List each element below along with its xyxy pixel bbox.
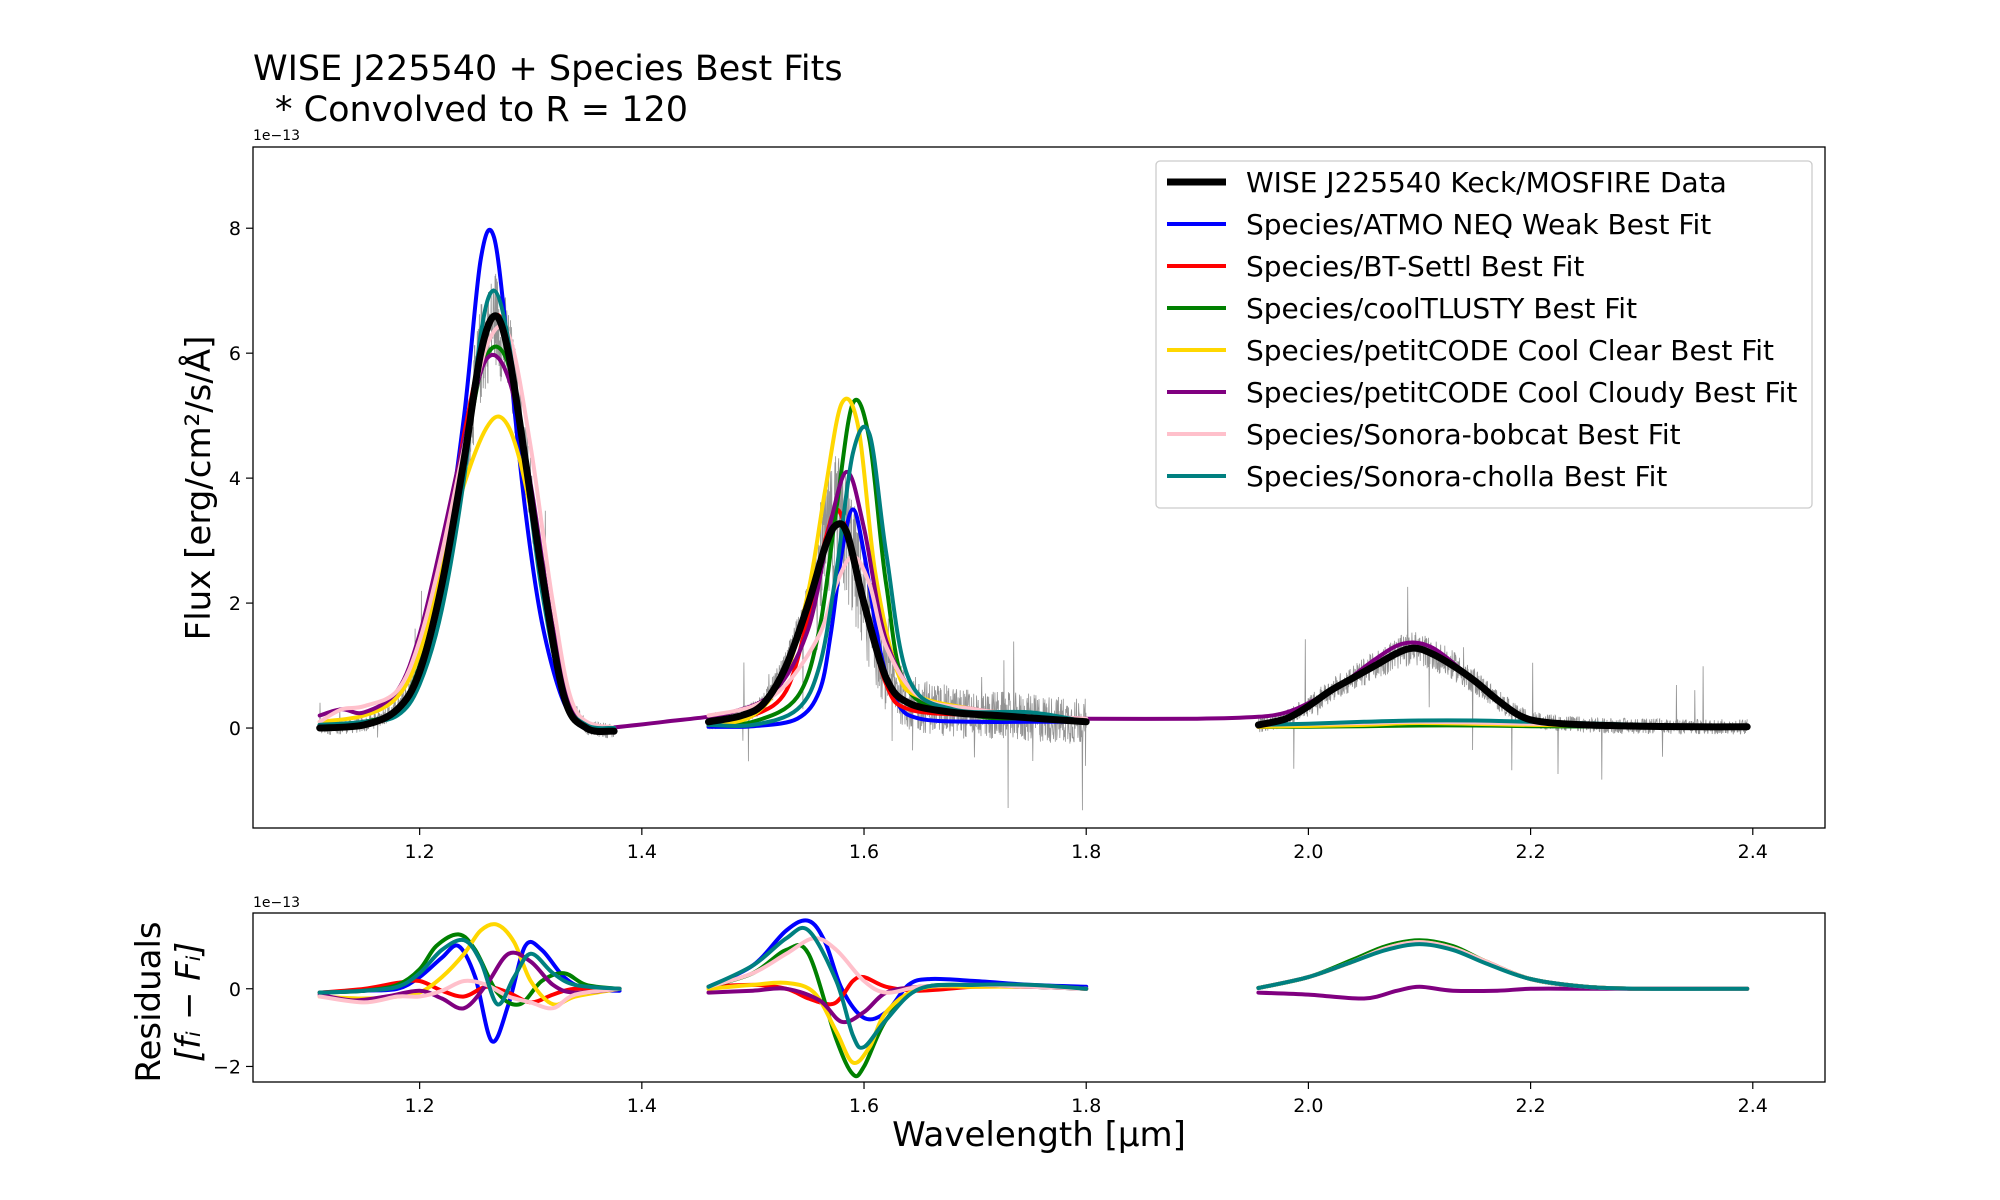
main-y-offset-label: 1e−13 [253,128,300,144]
legend-entry-species-atmo-neq-weak-best-fit: Species/ATMO NEQ Weak Best Fit [1167,208,1711,241]
main-y-axis-label: Flux [erg/cm²/s/Å] [178,336,219,641]
legend-label: WISE J225540 Keck/MOSFIRE Data [1246,166,1727,199]
residuals-line-species-sonora-bobcat-best-fit [1256,940,1750,991]
legend-label: Species/Sonora-cholla Best Fit [1246,460,1667,493]
main-y-tick-label: 0 [229,718,241,740]
main-line-species-sonora-cholla-best-fit [317,288,617,731]
main-plot-frame [252,146,1826,829]
legend-label: Species/petitCODE Cool Clear Best Fit [1246,334,1774,367]
x-axis-label: Wavelength [μm] [892,1115,1186,1155]
main-x-tick-label: 2.4 [1738,841,1768,863]
main-x-tick-label: 2.0 [1293,841,1323,863]
residuals-line-species-petitcode-cool-cloudy-best-fit [317,950,622,1011]
series-species-sonora-bobcat-best-fit [317,936,1750,1011]
main-line-wise-j225540-keck-mosfire-data [1254,644,1751,731]
main-x-tick-label: 2.2 [1515,841,1545,863]
residuals-y-tick-label: 0 [229,979,241,1001]
legend-entry-species-petitcode-cool-cloudy-best-fit: Species/petitCODE Cool Cloudy Best Fit [1167,376,1797,409]
main-x-tick-label: 1.8 [1071,841,1101,863]
main-x-tick-label: 1.4 [627,841,657,863]
residuals-y-axis-label-line1: Residuals [129,921,169,1082]
residuals-line-species-atmo-neq-weak-best-fit [1256,940,1750,991]
residuals-line-species-sonora-cholla-best-fit [317,937,622,1007]
chart-subtitle: * Convolved to R = 120 [275,90,688,130]
main-x-tick-label: 1.2 [405,841,435,863]
legend-label: Species/ATMO NEQ Weak Best Fit [1246,208,1711,241]
legend-items: WISE J225540 Keck/MOSFIRE Data Species/AT… [1167,166,1797,493]
main-line-wise-j225540-keck-mosfire-data [316,312,618,736]
residuals-series-lines [317,918,1750,1079]
residuals-line-species-sonora-cholla-best-fit [1256,942,1750,991]
residuals-x-tick-label: 1.2 [405,1095,435,1117]
legend-entry-species-sonora-cholla-best-fit: Species/Sonora-cholla Best Fit [1167,460,1667,493]
main-y-tick-label: 8 [229,218,241,240]
main-line-species-sonora-cholla-best-fit [706,424,1089,729]
main-line-species-sonora-bobcat-best-fit [706,554,1089,721]
residuals-line-species-cooltlusty-best-fit [1256,938,1750,991]
main-line-species-petitcode-cool-clear-best-fit [706,396,1089,727]
noise-segment [1258,586,1748,780]
main-x-tick-label: 1.6 [849,841,879,863]
noise-segment [319,273,615,739]
legend-box [1155,160,1813,509]
chart-title: WISE J225540 + Species Best Fits [253,49,843,89]
main-plot-panel: 1.2 1.4 1.6 1.8 2.0 2.2 2.4 0 2 4 6 8 1e−13 Flux [e… [178,128,1826,863]
residuals-y-tick-label: −2 [213,1056,241,1078]
residuals-axis-ticks: 1.2 1.4 1.6 1.8 2.0 2.2 2.4 −2 0 [213,979,1768,1117]
residuals-x-tick-label: 2.2 [1515,1095,1545,1117]
residuals-line-species-bt-settl-best-fit [317,978,622,1005]
legend-label: Species/coolTLUSTY Best Fit [1246,292,1637,325]
residuals-x-tick-label: 1.4 [627,1095,657,1117]
legend-entry-species-sonora-bobcat-best-fit: Species/Sonora-bobcat Best Fit [1167,418,1681,451]
legend-entry-species-bt-settl-best-fit: Species/BT-Settl Best Fit [1167,250,1584,283]
series-species-bt-settl-best-fit [317,940,1750,1007]
residuals-plot-panel: 1.2 1.4 1.6 1.8 2.0 2.2 2.4 −2 0 1e−13 Residuals… [129,895,1826,1155]
residuals-x-tick-label: 1.8 [1071,1095,1101,1117]
residuals-y-offset-label: 1e−13 [253,895,300,911]
legend-entry-species-cooltlusty-best-fit: Species/coolTLUSTY Best Fit [1167,292,1637,325]
main-y-tick-label: 2 [229,593,241,615]
residuals-x-tick-label: 2.4 [1738,1095,1768,1117]
residuals-line-species-atmo-neq-weak-best-fit [706,918,1089,1022]
residuals-x-tick-label: 1.6 [849,1095,879,1117]
main-series-lines [316,227,1751,736]
main-y-tick-label: 6 [229,343,241,365]
residuals-plot-frame [252,912,1826,1083]
residuals-line-species-petitcode-cool-clear-best-fit [706,980,1089,1065]
residuals-line-species-petitcode-cool-clear-best-fit [1256,940,1750,991]
legend-label: Species/BT-Settl Best Fit [1246,250,1584,283]
residuals-y-axis-label-line2: [fᵢ − Fᵢ] [169,942,209,1062]
main-y-tick-label: 4 [229,468,241,490]
series-species-sonora-cholla-best-fit [317,925,1750,1050]
main-axis-ticks: 1.2 1.4 1.6 1.8 2.0 2.2 2.4 0 2 4 6 8 [229,218,1768,863]
legend-label: Species/petitCODE Cool Cloudy Best Fit [1246,376,1797,409]
residuals-line-species-bt-settl-best-fit [1256,940,1750,991]
residuals-x-tick-label: 2.0 [1293,1095,1323,1117]
legend-entry-species-petitcode-cool-clear-best-fit: Species/petitCODE Cool Clear Best Fit [1167,334,1774,367]
main-line-species-atmo-neq-weak-best-fit [706,507,1089,729]
legend: WISE J225540 Keck/MOSFIRE Data Species/AT… [1155,160,1813,509]
series-wise-j225540-keck-mosfire-data [316,312,1751,736]
legend-entry-wise-j225540-keck-mosfire-data: WISE J225540 Keck/MOSFIRE Data [1167,166,1727,199]
residuals-line-species-sonora-bobcat-best-fit [317,978,622,1011]
main-line-wise-j225540-keck-mosfire-data [705,520,1090,726]
residuals-line-species-sonora-cholla-best-fit [706,925,1089,1050]
legend-label: Species/Sonora-bobcat Best Fit [1246,418,1681,451]
